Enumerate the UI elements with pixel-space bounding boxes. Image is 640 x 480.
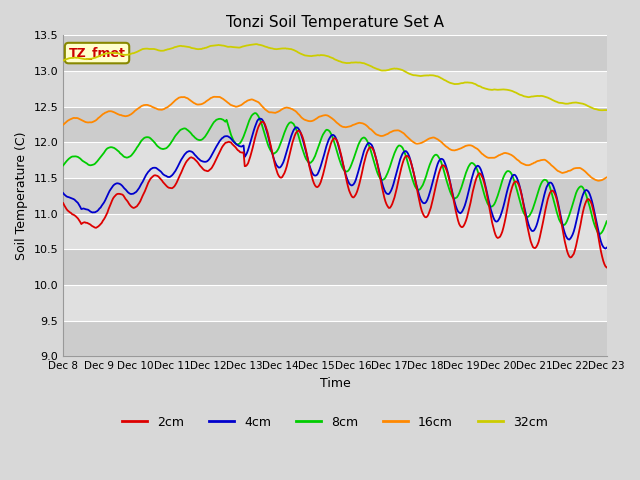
Bar: [63, 214, 607, 249]
Bar: [63, 71, 607, 107]
X-axis label: Time: Time: [319, 377, 350, 390]
Bar: [63, 107, 607, 143]
Bar: [63, 178, 607, 214]
Title: Tonzi Soil Temperature Set A: Tonzi Soil Temperature Set A: [226, 15, 444, 30]
Bar: [63, 285, 607, 321]
Y-axis label: Soil Temperature (C): Soil Temperature (C): [15, 132, 28, 260]
Bar: [63, 321, 607, 356]
Text: TZ_fmet: TZ_fmet: [68, 47, 125, 60]
Bar: [63, 249, 607, 285]
Legend: 2cm, 4cm, 8cm, 16cm, 32cm: 2cm, 4cm, 8cm, 16cm, 32cm: [117, 411, 553, 434]
Bar: [63, 36, 607, 71]
Bar: [63, 143, 607, 178]
